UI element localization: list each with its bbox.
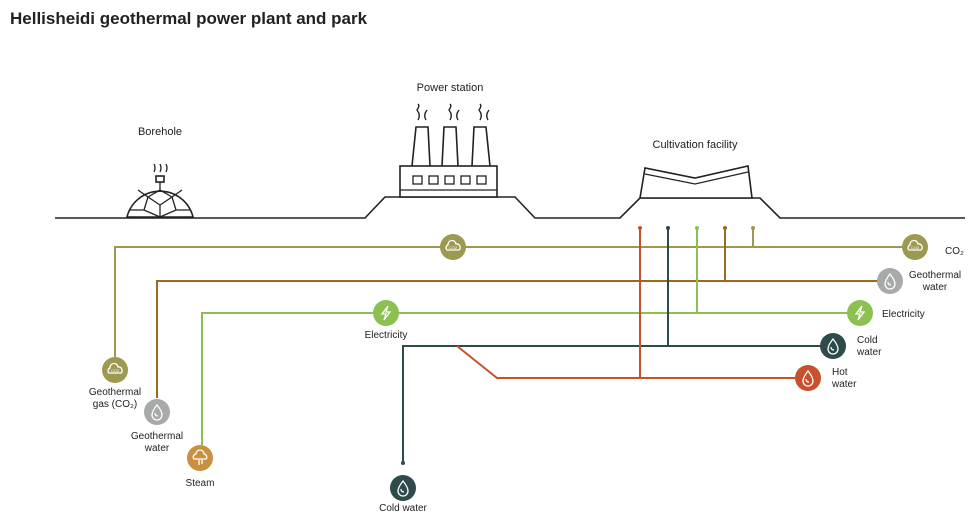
title: Hellisheidi geothermal power plant and p… — [10, 9, 368, 28]
label-line: Hot — [832, 367, 848, 378]
label-line: water — [144, 443, 170, 454]
geothermal-gas-label: Geothermal gas (CO₂) — [89, 387, 141, 410]
label-line: Geothermal — [89, 387, 141, 398]
label-line: Cold — [857, 335, 878, 346]
co2-output-label: CO₂ — [945, 246, 964, 257]
borehole-icon — [125, 163, 195, 218]
geothermal-water-output-label: Geothermal water — [909, 270, 961, 293]
label-line: gas (CO₂) — [93, 399, 137, 410]
label-line: Electricity — [882, 309, 925, 320]
flow-lines — [114, 226, 915, 465]
label-line: water — [856, 347, 882, 358]
icons — [102, 234, 928, 501]
label-line: Cold water — [379, 503, 427, 513]
label-line: water — [922, 282, 948, 293]
power-station-label: Power station — [417, 82, 484, 94]
cultivation-icon — [639, 165, 753, 199]
label-line: CO₂ — [945, 246, 964, 257]
steam-label: Steam — [186, 478, 215, 489]
cold-water-input-label: Cold water — [379, 503, 427, 513]
label-line: Geothermal — [131, 431, 183, 442]
label-line: Electricity — [365, 330, 408, 341]
electricity-input-label: Electricity — [365, 330, 408, 341]
cold-water-output-label: Cold water — [856, 335, 882, 358]
ground-line — [55, 196, 965, 219]
hot-water-output-label: Hot water — [831, 367, 857, 390]
electricity-output-label: Electricity — [882, 309, 925, 320]
label-line: Geothermal — [909, 270, 961, 281]
power-station-icon — [399, 103, 498, 198]
label-line: water — [831, 379, 857, 390]
label-line: Steam — [186, 478, 215, 489]
cultivation-label: Cultivation facility — [653, 139, 738, 151]
borehole-label: Borehole — [138, 126, 182, 138]
geothermal-water-input-label: Geothermal water — [131, 431, 183, 454]
